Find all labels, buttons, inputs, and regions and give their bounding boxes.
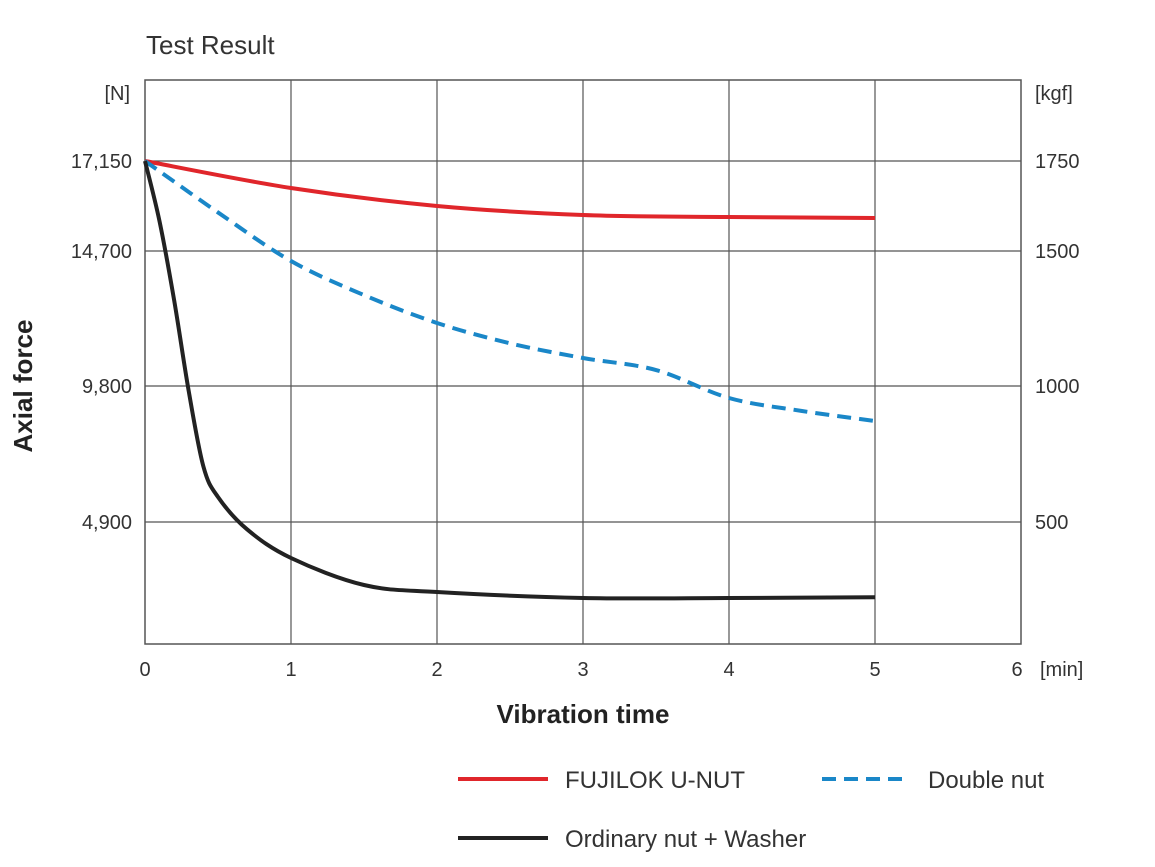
- chart-title: Test Result: [146, 30, 275, 60]
- legend-label-double-nut: Double nut: [928, 767, 1044, 794]
- x-axis-label: Vibration time: [497, 699, 670, 729]
- y-right-tick-label: 1000: [1035, 376, 1080, 398]
- legend-label-ordinary: Ordinary nut + Washer: [565, 826, 806, 853]
- y-left-unit: [N]: [104, 83, 130, 105]
- legend-label-fujilok: FUJILOK U-NUT: [565, 767, 745, 794]
- y-right-tick-label: 1500: [1035, 241, 1080, 263]
- y-left-tick-label: 4,900: [82, 512, 132, 534]
- series-line-double-nut: [143, 159, 876, 423]
- series-line-ordinary-nut-washer: [143, 160, 876, 601]
- x-tick-label: 0: [139, 659, 150, 681]
- x-tick-label: 4: [723, 659, 734, 681]
- y-right-unit: [kgf]: [1035, 83, 1073, 105]
- y-right-tick-label: 1750: [1035, 151, 1080, 173]
- x-tick-label: 6: [1011, 659, 1022, 681]
- series-line-fujilok-u-nut: [144, 159, 876, 221]
- x-tick-label: 5: [869, 659, 880, 681]
- x-tick-label: 1: [285, 659, 296, 681]
- x-unit: [min]: [1040, 659, 1083, 681]
- y-left-tick-label: 9,800: [82, 376, 132, 398]
- y-right-tick-label: 500: [1035, 512, 1068, 534]
- x-tick-label: 2: [431, 659, 442, 681]
- y-axis-label: Axial force: [8, 320, 38, 453]
- y-left-tick-label: 14,700: [71, 241, 132, 263]
- legend: FUJILOK U-NUT Double nut Ordinary nut + …: [458, 767, 1044, 853]
- y-left-tick-label: 17,150: [71, 151, 132, 173]
- x-tick-label: 3: [577, 659, 588, 681]
